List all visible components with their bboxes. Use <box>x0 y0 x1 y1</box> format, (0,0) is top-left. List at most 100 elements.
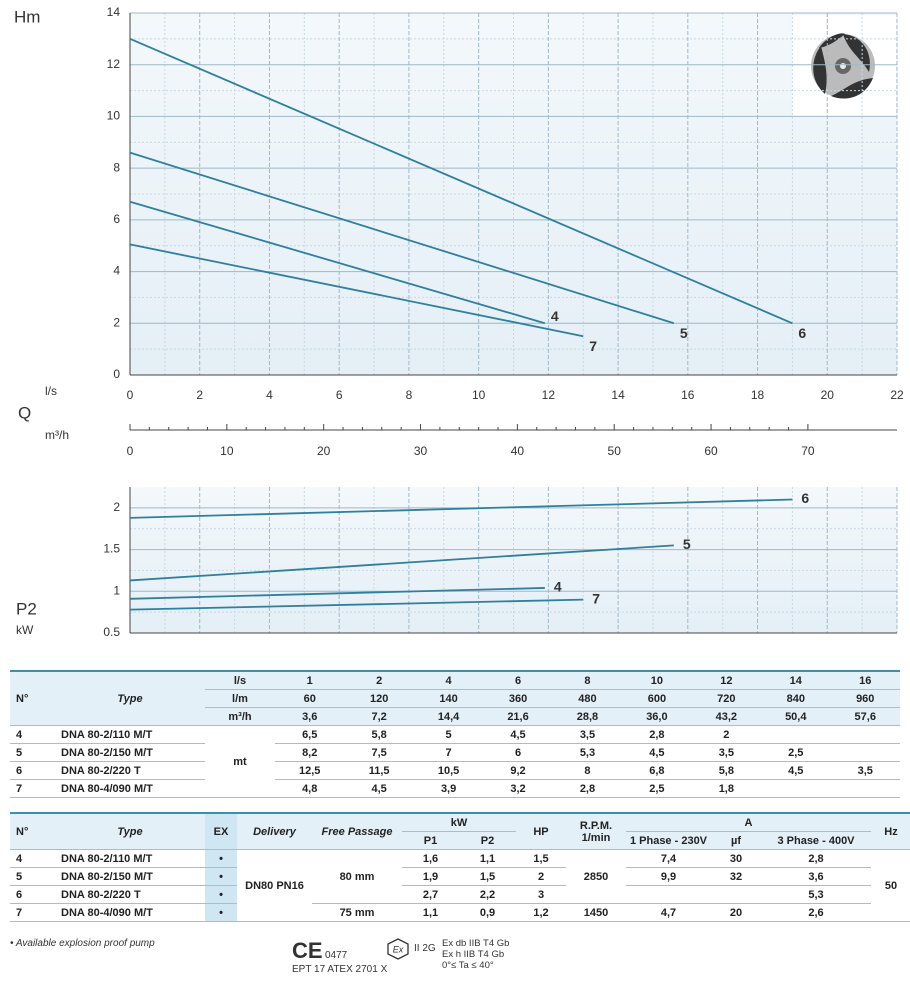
series-label: 4 <box>551 308 559 324</box>
charts: Hm Q l/s m³/h P2 kW 0 2 4 6 8 10 12 14 16 18 20 220… <box>14 5 904 639</box>
cell: 9,2 <box>483 761 553 780</box>
cell: 1,9 <box>402 867 459 886</box>
y-tick-label: 0 <box>113 367 120 381</box>
header: 4 <box>413 671 484 690</box>
cell: 1,1 <box>402 903 459 922</box>
cell: 4,5 <box>344 779 414 798</box>
ex-group: II 2G <box>414 943 436 954</box>
ex-line: Ex db IIB T4 Gb <box>442 938 510 949</box>
cell: 4 <box>10 725 55 744</box>
series-line <box>129 498 793 519</box>
cell: DNA 80-2/220 T <box>55 761 205 780</box>
cell <box>830 743 900 762</box>
x-tick-label: 14 <box>611 388 625 402</box>
cell: 6 <box>10 885 55 904</box>
header: 6 <box>483 671 553 690</box>
cell: 6 <box>483 743 553 762</box>
x-tick-label: 6 <box>336 388 343 402</box>
x2-tick-label: 30 <box>414 444 428 458</box>
header: 14,4 <box>413 707 484 726</box>
cell: 2,8 <box>622 725 692 744</box>
header: 60 <box>275 689 345 708</box>
x2-tick-label: 10 <box>220 444 234 458</box>
cell: 2850 <box>566 849 626 904</box>
header: P2 <box>459 831 516 850</box>
row: 7 DNA 80-4/090 M/T 4,8 4,5 3,9 3,2 2,8 2,5 1,8 <box>10 779 900 798</box>
cell: 20 <box>711 903 761 922</box>
row: 4 DNA 80-2/110 M/T • DN80 PN16 80 mm 1,6 1,1 1,… <box>10 849 910 922</box>
cell: 1,1 <box>459 849 516 868</box>
cell <box>830 725 900 744</box>
y-unit: kW <box>16 623 34 637</box>
series-line <box>129 598 584 611</box>
header: N° <box>10 671 55 726</box>
ex-symbol: Ex <box>387 938 409 960</box>
header: kW <box>402 813 516 832</box>
cell: 1450 <box>566 903 626 922</box>
row: 7 DNA 80-4/090 M/T • 75 mm 1,1 0,9 1,2 1450 4,7 2… <box>10 903 910 922</box>
cell: 2,8 <box>552 779 623 798</box>
header: 1/min <box>581 831 611 844</box>
series-label: 6 <box>801 490 809 506</box>
x2-tick-label: 20 <box>317 444 331 458</box>
cell: 3,5 <box>830 761 900 780</box>
row: 6 DNA 80-2/220 T • 2,7 2,2 3 5,3 <box>10 885 910 904</box>
y-tick-label: 14 <box>107 5 121 19</box>
cell: 6,5 <box>275 725 345 744</box>
x-tick-label: 2 <box>196 388 203 402</box>
series-label: 6 <box>798 325 806 341</box>
cell: DNA 80-2/110 M/T <box>55 725 205 744</box>
x-tick-label: 22 <box>890 388 904 402</box>
header: 140 <box>413 689 484 708</box>
cell: DNA 80-2/150 M/T <box>55 743 205 762</box>
y-tick-label: 6 <box>113 212 120 226</box>
y-tick-label: 8 <box>113 160 120 174</box>
header: 360 <box>483 689 553 708</box>
y-tick-label: 2 <box>113 315 120 329</box>
cell: DNA 80-2/220 T <box>55 885 205 904</box>
y-tick-label: 4 <box>113 264 120 278</box>
y-axis-label: P2 <box>16 599 37 618</box>
x2-tick-label: 0 <box>127 444 134 458</box>
cell: DNA 80-2/150 M/T <box>55 867 205 886</box>
cell: 1,6 <box>402 849 459 868</box>
cell: 7,5 <box>344 743 414 762</box>
cell: 5,3 <box>761 885 871 904</box>
ce-number: 0477 <box>325 950 348 961</box>
cell: 2 <box>691 725 762 744</box>
y-tick-label: 12 <box>107 57 121 71</box>
cell <box>761 779 831 798</box>
cell: 2,5 <box>622 779 692 798</box>
row: 4 DNA 80-2/110 M/T mt 6,5 5,8 5 4,5 3,5 2,8 2 <box>10 725 900 798</box>
cell: DNA 80-2/110 M/T <box>55 849 205 868</box>
series-label: 7 <box>589 338 597 354</box>
header: 720 <box>691 689 762 708</box>
flow-table: N° Type l/s 1 2 4 6 8 10 12 14 16 l/m 60 120 140 360 480 6… <box>10 670 900 798</box>
cell: 3,2 <box>483 779 553 798</box>
cell: • <box>205 885 237 904</box>
cell: 1,5 <box>459 867 516 886</box>
cell: 2 <box>516 867 566 886</box>
x-tick-label: 4 <box>266 388 273 402</box>
series-label: 5 <box>680 325 688 341</box>
header: m³/h <box>205 707 275 726</box>
series-line <box>129 38 793 325</box>
cell: 2,5 <box>761 743 831 762</box>
y-tick-label: 1.5 <box>103 542 120 556</box>
x2-unit: m³/h <box>45 428 69 442</box>
header: 7,2 <box>344 707 414 726</box>
header: 10 <box>622 671 692 690</box>
series-label: 4 <box>554 579 562 595</box>
header: 3,6 <box>275 707 345 726</box>
cell: 4,5 <box>483 725 553 744</box>
header: 14 <box>761 671 831 690</box>
x-tick-label: 16 <box>681 388 695 402</box>
cell: 8 <box>552 761 623 780</box>
cell: 1,8 <box>691 779 762 798</box>
cell: DNA 80-4/090 M/T <box>55 903 205 922</box>
cell: 32 <box>711 867 761 886</box>
cell: 50 <box>871 849 910 922</box>
cell: 8,2 <box>275 743 345 762</box>
header: 21,6 <box>483 707 553 726</box>
